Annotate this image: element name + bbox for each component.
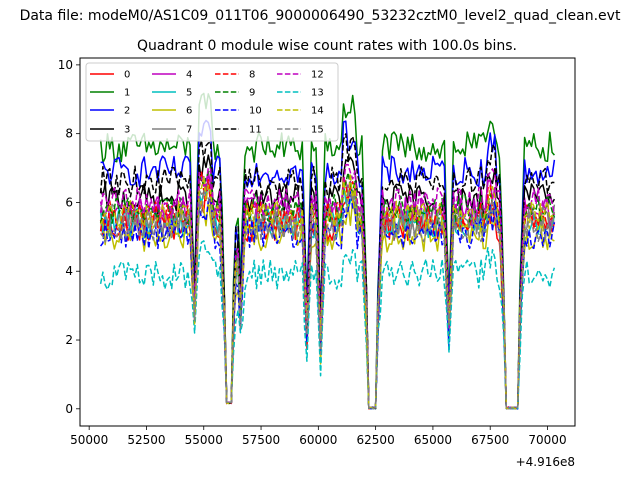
x-tick-label: 50000 [70,433,108,447]
series-line-1 [99,92,555,410]
x-tick-label: 55000 [185,433,223,447]
chart-title: Quadrant 0 module wise count rates with … [137,38,517,54]
series-line-11 [99,133,555,410]
series-line-6 [100,198,555,410]
legend-label-14: 14 [311,106,324,117]
legend-label-3: 3 [124,125,130,136]
legend-label-15: 15 [311,125,324,136]
legend-label-1: 1 [124,88,130,99]
y-tick-label: 0 [65,402,73,416]
x-tick-label: 52500 [127,433,165,447]
legend-label-2: 2 [124,106,130,117]
x-tick-label: 65000 [414,433,452,447]
legend-label-6: 6 [186,106,192,117]
legend-label-10: 10 [249,106,262,117]
y-tick-label: 2 [65,333,73,347]
legend-label-8: 8 [249,70,255,81]
axes-frame [79,57,576,427]
legend-label-13: 13 [311,88,324,99]
y-axis: 0 2 4 6 8 10 [58,58,80,416]
series-layer [99,92,556,410]
x-axis: 50000 52500 55000 57500 60000 62500 65000 67500… [70,426,567,447]
series-line-13 [99,240,556,410]
y-tick-label: 4 [65,264,73,278]
series-line-15 [100,190,556,410]
x-tick-label: 67500 [471,433,509,447]
y-tick-label: 10 [58,58,73,72]
x-tick-label: 57500 [242,433,280,447]
legend-frame [85,62,339,142]
x-tick-label: 62500 [357,433,395,447]
legend-label-5: 5 [186,88,192,99]
x-axis-offset-label: +4.916e8 [516,455,575,469]
y-tick-label: 6 [65,195,73,209]
series-line-12 [99,163,556,409]
legend-label-11: 11 [249,125,262,136]
x-tick-label: 60000 [299,433,337,447]
legend-label-9: 9 [249,88,255,99]
y-tick-label: 8 [65,127,73,141]
figure-suptitle: Data file: modeM0/AS1C09_011T06_90000064… [20,8,621,24]
x-tick-label: 70000 [528,433,566,447]
legend-label-7: 7 [186,125,192,136]
legend-label-0: 0 [124,70,130,81]
legend-label-4: 4 [186,70,192,81]
legend-label-12: 12 [311,70,324,81]
